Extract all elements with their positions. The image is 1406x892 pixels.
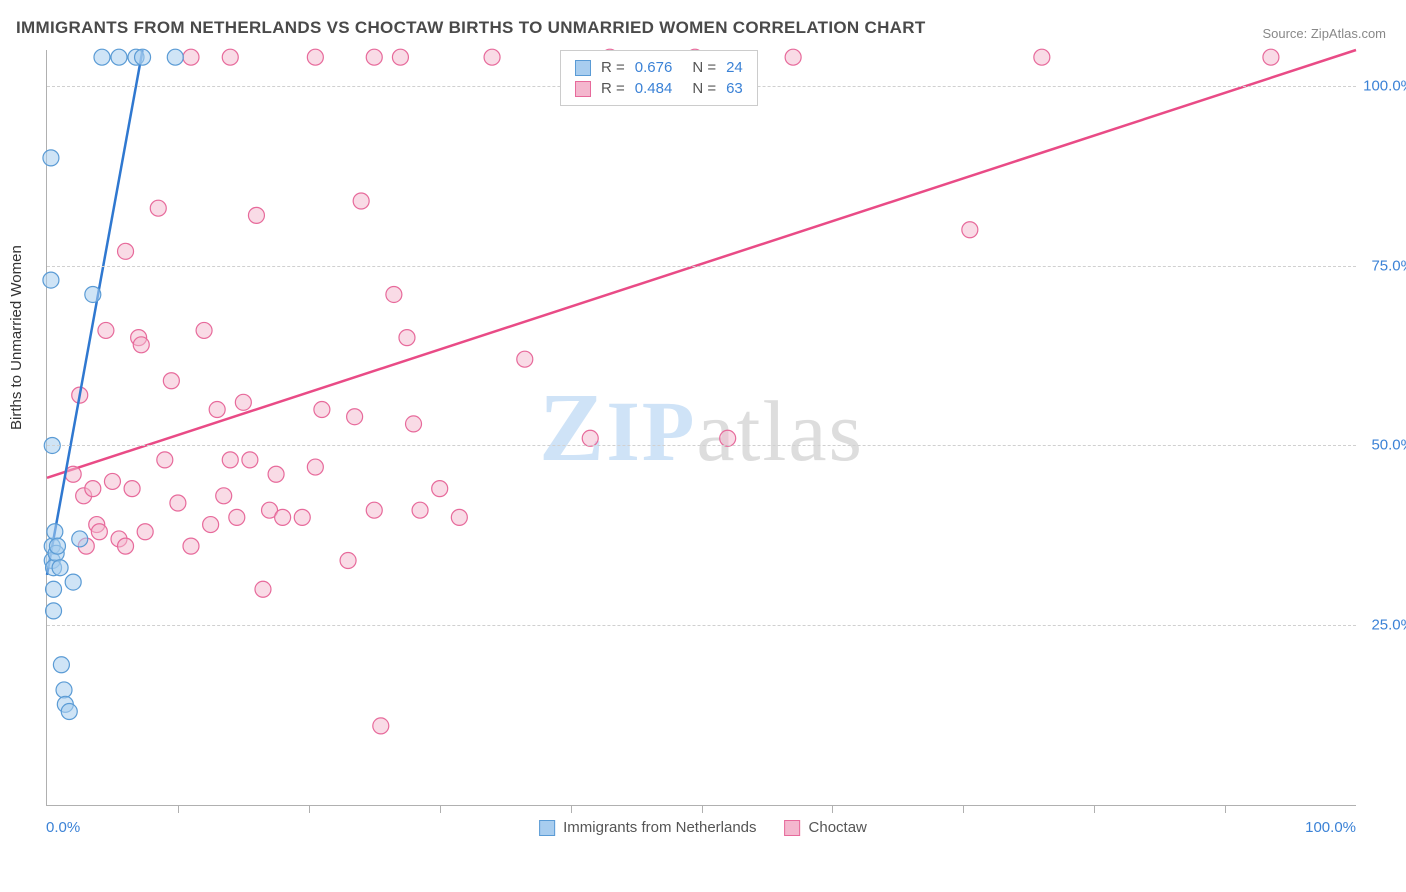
legend-series: Immigrants from Netherlands Choctaw xyxy=(539,819,867,836)
legend-stats-row: R = 0.676 N = 24 xyxy=(575,57,743,78)
y-tick-label: 75.0% xyxy=(1371,257,1406,274)
legend-r-label: R = xyxy=(601,80,625,97)
legend-stats: R = 0.676 N = 24 R = 0.484 N = 63 xyxy=(560,50,758,106)
legend-item-label: Choctaw xyxy=(809,819,867,836)
chart-svg xyxy=(47,50,1356,805)
legend-item-label: Immigrants from Netherlands xyxy=(563,819,756,836)
x-axis-min-label: 0.0% xyxy=(46,819,80,836)
chart-plot-area: ZIPatlas 25.0%50.0%75.0%100.0% xyxy=(46,50,1356,806)
legend-item: Choctaw xyxy=(785,819,867,836)
y-tick-label: 50.0% xyxy=(1371,437,1406,454)
legend-n-label: N = xyxy=(692,59,716,76)
legend-stats-row: R = 0.484 N = 63 xyxy=(575,78,743,99)
legend-n-value: 24 xyxy=(726,59,743,76)
source-attribution: Source: ZipAtlas.com xyxy=(1262,26,1386,41)
legend-swatch-icon xyxy=(539,820,555,836)
legend-r-value: 0.484 xyxy=(635,80,673,97)
legend-swatch-icon xyxy=(575,60,591,76)
legend-swatch-icon xyxy=(785,820,801,836)
legend-r-value: 0.676 xyxy=(635,59,673,76)
y-tick-label: 25.0% xyxy=(1371,617,1406,634)
legend-n-label: N = xyxy=(692,80,716,97)
legend-r-label: R = xyxy=(601,59,625,76)
y-tick-label: 100.0% xyxy=(1363,77,1406,94)
page-title: IMMIGRANTS FROM NETHERLANDS VS CHOCTAW B… xyxy=(16,18,926,38)
x-axis-max-label: 100.0% xyxy=(1305,819,1356,836)
legend-item: Immigrants from Netherlands xyxy=(539,819,756,836)
y-axis-label: Births to Unmarried Women xyxy=(8,245,25,430)
legend-swatch-icon xyxy=(575,81,591,97)
legend-n-value: 63 xyxy=(726,80,743,97)
